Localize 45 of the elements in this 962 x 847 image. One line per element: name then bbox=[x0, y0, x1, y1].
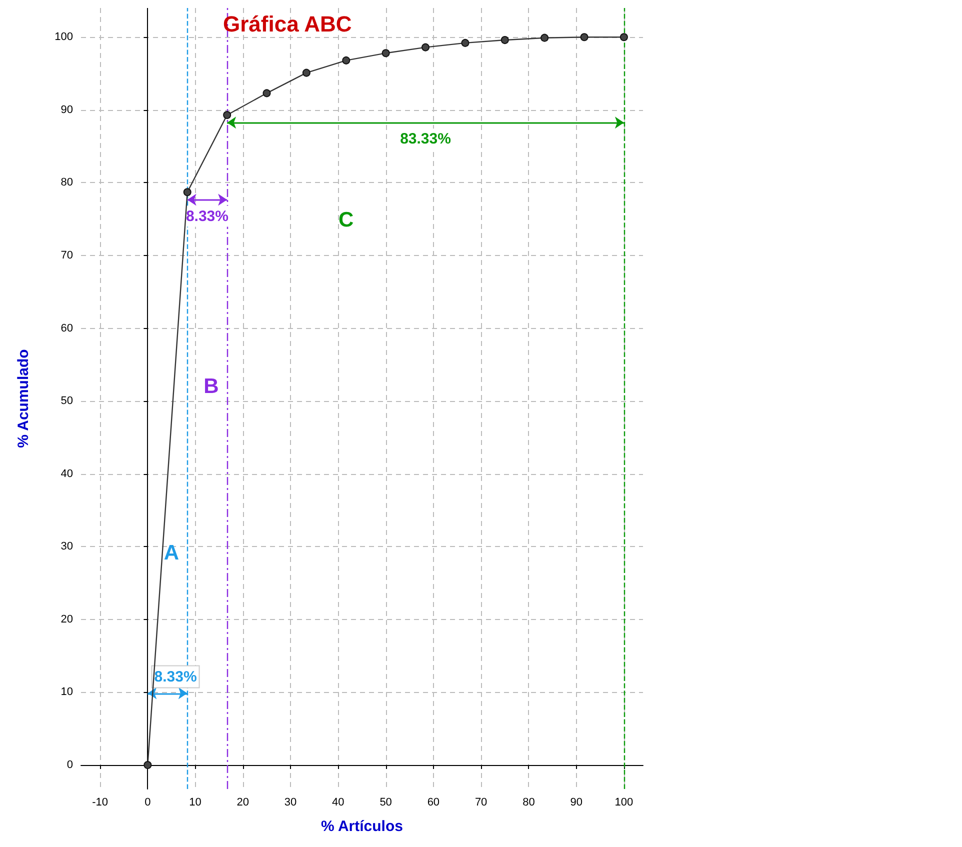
annotation: 8.33% bbox=[186, 208, 228, 225]
y-tick-label: 30 bbox=[60, 540, 73, 553]
x-tick-label: 30 bbox=[284, 796, 297, 808]
x-tick-label: 10 bbox=[189, 796, 202, 808]
x-tick-label: 0 bbox=[144, 796, 151, 808]
x-tick-label: 20 bbox=[236, 796, 250, 808]
point bbox=[500, 36, 509, 44]
y-tick-label: 10 bbox=[60, 686, 73, 698]
x-tick-label: 40 bbox=[332, 796, 344, 808]
point bbox=[262, 89, 271, 98]
point bbox=[540, 34, 549, 42]
chart-title: Gráfica ABC bbox=[223, 12, 352, 36]
annotation: C bbox=[338, 208, 354, 232]
point bbox=[144, 760, 152, 769]
x-axis-title: % Artículos bbox=[321, 818, 403, 835]
point bbox=[342, 56, 350, 64]
x-tick-label: 80 bbox=[522, 796, 535, 808]
x-tick-label: -10 bbox=[92, 796, 108, 808]
annotation: 8.33% bbox=[154, 668, 197, 686]
point bbox=[461, 38, 470, 47]
point bbox=[223, 111, 232, 119]
y-axis-title: % Acumulado bbox=[15, 349, 32, 448]
point bbox=[421, 43, 430, 52]
point bbox=[580, 33, 588, 42]
y-tick-label: 70 bbox=[60, 249, 73, 262]
y-tick-label: 80 bbox=[60, 176, 73, 189]
y-tick-label: 50 bbox=[60, 395, 73, 408]
point bbox=[382, 49, 390, 58]
point bbox=[620, 33, 628, 42]
x-tick-label: 90 bbox=[570, 796, 582, 808]
y-tick-label: 90 bbox=[60, 104, 73, 116]
y-tick-label: 60 bbox=[60, 322, 73, 334]
y-tick-label: 0 bbox=[66, 758, 73, 771]
y-tick-label: 100 bbox=[54, 31, 73, 44]
x-tick-label: 60 bbox=[427, 796, 440, 808]
x-tick-label: 50 bbox=[380, 796, 392, 808]
annotation: 83.33% bbox=[400, 130, 451, 148]
y-tick-label: 20 bbox=[60, 613, 73, 626]
point bbox=[183, 188, 192, 196]
x-tick-label: 70 bbox=[474, 796, 488, 808]
annotation: B bbox=[204, 374, 219, 398]
point bbox=[302, 68, 310, 77]
y-tick-label: 40 bbox=[60, 468, 73, 480]
annotation: A bbox=[164, 542, 180, 565]
x-tick-label: 100 bbox=[614, 796, 634, 808]
